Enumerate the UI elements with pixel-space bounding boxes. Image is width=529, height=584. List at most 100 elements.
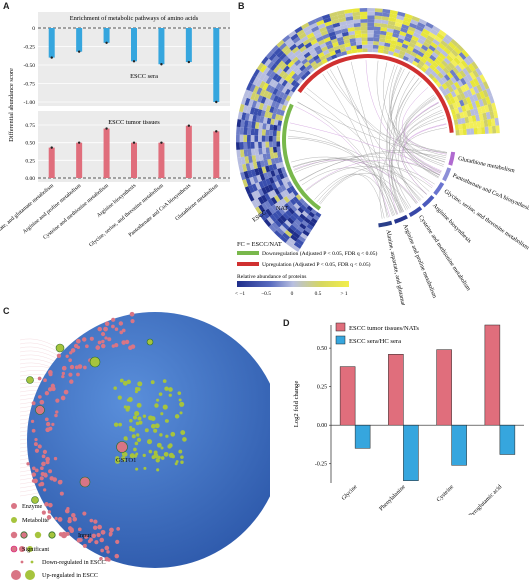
panel-b-heatmap-cell <box>272 175 278 183</box>
panel-b-heatmap-cell <box>341 28 349 34</box>
panel-c-metabolite-node <box>131 427 136 432</box>
panel-b-heatmap-cell <box>303 51 311 59</box>
panel-b-heatmap-cell <box>436 55 444 63</box>
panel-b-heatmap-cell <box>433 58 442 66</box>
panel-c-enzyme-node <box>104 336 108 340</box>
panel-b-heatmap-cell <box>294 39 303 47</box>
panel-b-heatmap-cell <box>275 75 282 83</box>
panel-c-metabolite-node <box>158 392 163 396</box>
panel-b-heatmap-cell <box>438 42 446 51</box>
panel-b-heatmap-cell <box>489 110 495 119</box>
panel-b-chord <box>301 167 404 212</box>
panel-b-heatmap-cell <box>456 72 464 80</box>
panel-b-heatmap-cell <box>361 33 368 38</box>
panel-c-metabolite-node <box>178 449 183 454</box>
panel-b-heatmap-cell <box>289 224 297 232</box>
panel-b-heatmap-cell <box>386 31 394 37</box>
panel-b-heatmap-cell <box>310 217 318 224</box>
panel-b-heatmap-cell <box>471 61 479 70</box>
panel-b-heatmap-cell <box>338 43 346 49</box>
panel-b-heatmap-cell <box>417 38 425 45</box>
panel-b-heatmap-cell <box>465 65 473 74</box>
panel-b-heatmap-cell <box>265 76 273 85</box>
panel-b-heatmap-cell <box>281 222 290 230</box>
panel-b-heatmap-cell <box>328 31 336 37</box>
panel-b-heatmap-cell <box>253 107 259 116</box>
panel-b-heatmap-cell <box>275 82 282 90</box>
panel-c-enzyme-node <box>107 558 111 562</box>
panel-c-metabolite-node <box>150 380 155 385</box>
panel-b-heatmap-cell <box>336 36 344 42</box>
panel-a-top-ytick: -0.25 <box>24 45 36 51</box>
panel-b-heatmap-cell <box>281 55 290 63</box>
panel-b-heatmap-cell <box>481 97 488 106</box>
panel-b-heatmap-cell <box>381 19 389 25</box>
panel-b-heatmap-cell <box>468 63 476 72</box>
panel-b-heatmap-cell <box>279 70 286 78</box>
panel-b-heatmap-cell <box>294 228 303 236</box>
panel-b-heatmap-cell <box>484 126 489 134</box>
panel-b-heatmap-cell <box>444 34 453 42</box>
panel-b-heatmap-cell <box>304 226 312 234</box>
panel-b-heatmap-cell <box>268 224 277 233</box>
panel-b-heatmap-cell <box>289 53 297 61</box>
panel-b-heatmap-cell <box>278 207 286 215</box>
panel-b-heatmap-cell <box>266 68 274 77</box>
panel-c-metabolite-node <box>134 441 139 446</box>
panel-b-heatmap-cell <box>409 22 418 29</box>
panel-b-heatmap-cell <box>250 92 257 101</box>
panel-b-heatmap-cell <box>362 48 368 53</box>
panel-b-chord <box>385 71 410 214</box>
panel-b-heatmap-cell <box>340 24 348 30</box>
panel-b-heatmap-cell <box>479 91 486 100</box>
panel-b-heatmap-cell <box>323 36 331 43</box>
panel-b-heatmap-cell <box>276 108 282 115</box>
panel-b-heatmap-cell <box>398 34 406 40</box>
panel-c-metabolite-node <box>126 398 130 402</box>
panel-b-heatmap-cell <box>269 124 274 131</box>
panel-c-enzyme-node <box>111 324 115 329</box>
panel-b-heatmap-cell <box>254 141 259 149</box>
panel-b-heatmap-cell <box>428 31 437 39</box>
panel-a-top-bar-point <box>50 56 53 59</box>
panel-b-heatmap-cell <box>292 196 300 203</box>
panel-b-heatmap-cell <box>297 235 306 243</box>
panel-b-heatmap-cell <box>284 229 293 238</box>
panel-b-heatmap-cell <box>430 28 439 36</box>
panel-b-heatmap-cell <box>306 45 315 52</box>
panel-b-heatmap-cell <box>305 64 313 71</box>
panel-b-heatmap-cell <box>440 39 449 48</box>
panel-b-heatmap-cell <box>236 126 241 135</box>
panel-b-heatmap-cell <box>258 147 263 155</box>
panel-b-heatmap-cell <box>329 50 337 57</box>
panel-a-top-bar <box>158 28 165 65</box>
panel-c-enzyme-node <box>51 422 55 427</box>
panel-c-enzyme-node <box>39 399 45 405</box>
panel-b-heatmap-cell <box>410 51 418 58</box>
panel-c-metabolite-node <box>135 452 139 456</box>
panel-b-heatmap-cell <box>444 94 451 101</box>
panel-b-heatmap-cell <box>450 108 456 116</box>
panel-b-heatmap-cell <box>428 73 435 80</box>
panel-b-heatmap-cell <box>411 60 419 67</box>
panel-c-enzyme-node <box>75 338 81 344</box>
panel-b-pathway-label: Glutathione metabolism <box>457 156 515 174</box>
panel-c-enzyme-node <box>69 351 73 355</box>
panel-c-enzyme-node <box>59 479 63 484</box>
panel-b-heatmap-cell <box>277 120 283 127</box>
panel-b-abundance-tick: 0 <box>291 291 294 297</box>
panel-b-heatmap-cell <box>240 119 245 128</box>
panel-b-heatmap-cell <box>292 212 300 219</box>
panel-b-heatmap-cell <box>252 85 260 94</box>
panel-b-heatmap-cell <box>286 181 293 188</box>
panel-b-heatmap-cell <box>456 79 464 88</box>
panel-b-heatmap-cell <box>442 37 451 45</box>
panel-b-heatmap-cell <box>367 44 374 49</box>
panel-b-heatmap-cell <box>420 66 427 73</box>
panel-c-metabolite-node <box>157 455 161 460</box>
panel-c-enzyme-node <box>95 345 101 350</box>
panel-c-enzyme-node <box>31 472 37 477</box>
panel-b-chord <box>289 122 442 172</box>
panel-b-heatmap-cell <box>306 32 315 39</box>
panel-b-group-nat: NAT <box>276 205 288 212</box>
